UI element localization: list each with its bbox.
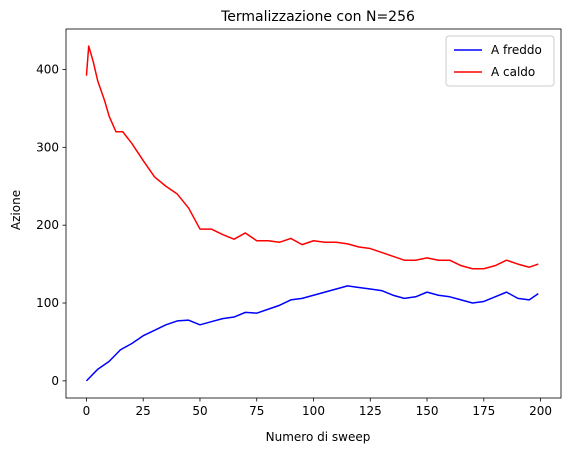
- y-tick-label: 200: [36, 218, 59, 232]
- axes: 0 25 50 75 100 125 150 175 200 0 100 200 300 400: [36, 28, 562, 418]
- plot-area: [85, 45, 539, 382]
- x-tick-label: 50: [192, 404, 207, 418]
- y-tick-label: 0: [51, 374, 59, 388]
- legend-box: [445, 35, 555, 87]
- x-tick-label: 175: [472, 404, 495, 418]
- legend: A freddo A caldo: [445, 35, 555, 87]
- chart-title: Termalizzazione con N=256: [220, 9, 415, 25]
- y-tick-label: 400: [36, 62, 59, 76]
- x-axis-label: Numero di sweep: [266, 430, 371, 444]
- y-tick-label: 300: [36, 140, 59, 154]
- series-line-1: [85, 285, 539, 382]
- x-tick-label: 0: [83, 404, 91, 418]
- series-line-2: [85, 45, 539, 270]
- y-axis-label: Azione: [9, 190, 23, 230]
- x-tick-label: 25: [136, 404, 151, 418]
- legend-label-1: A freddo: [491, 43, 542, 57]
- y-tick-label: 100: [36, 296, 59, 310]
- x-tick-label: 125: [359, 404, 382, 418]
- legend-label-2: A caldo: [491, 65, 535, 79]
- x-tick-label: 200: [529, 404, 552, 418]
- x-tick-label: 100: [302, 404, 325, 418]
- x-tick-label: 150: [416, 404, 439, 418]
- x-tick-label: 75: [249, 404, 264, 418]
